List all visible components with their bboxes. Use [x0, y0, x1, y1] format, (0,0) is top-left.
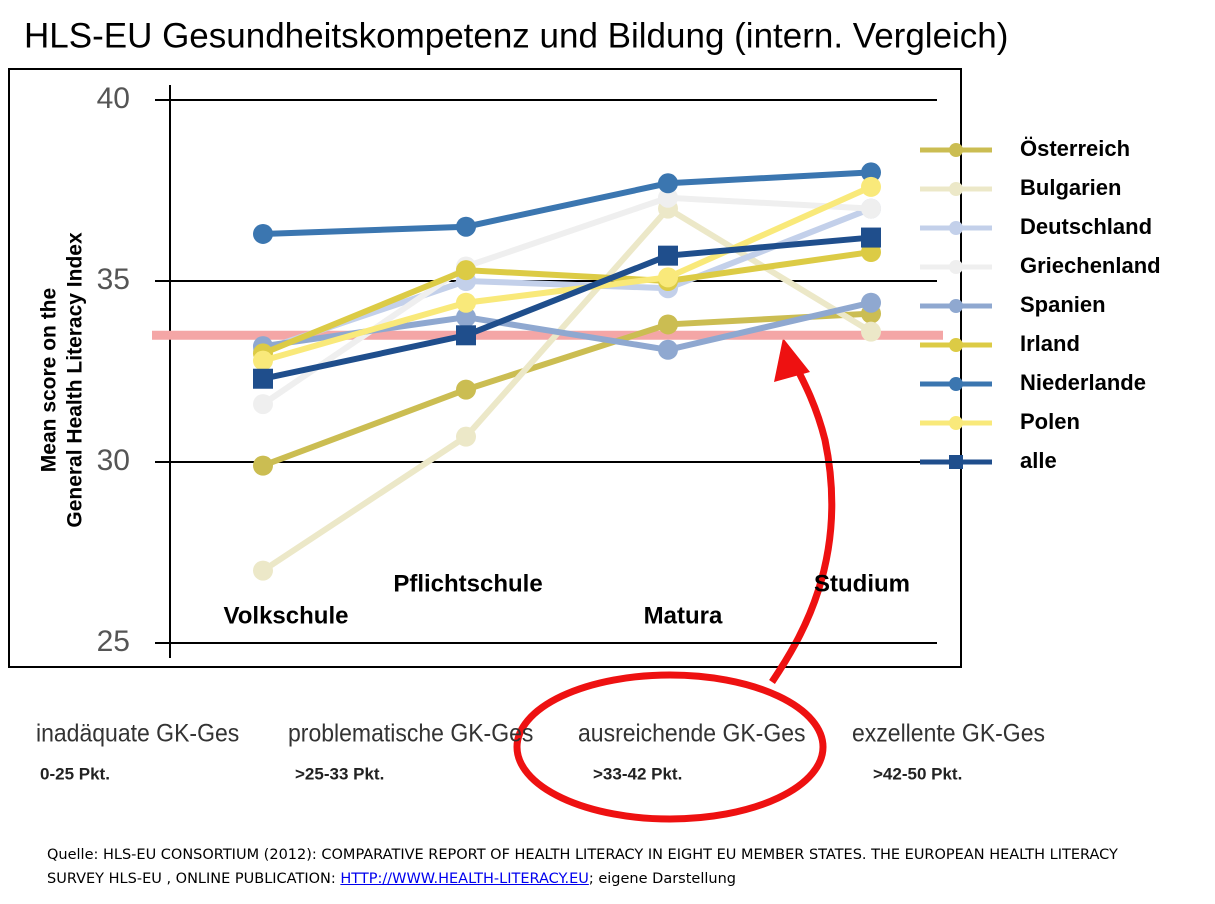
marker — [253, 455, 273, 476]
marker — [658, 267, 678, 288]
marker — [456, 260, 476, 281]
highlight-arrow — [769, 353, 836, 684]
band-name: exzellente GK-Ges — [852, 720, 1045, 748]
legend-label: Österreich — [1020, 136, 1130, 161]
chart: HLS-EU Gesundheitskompetenz und Bildung … — [8, 16, 1161, 823]
x-category-label: Studium — [814, 570, 910, 597]
marker — [949, 377, 963, 391]
marker — [658, 245, 678, 266]
y-tick-label: 35 — [97, 263, 130, 296]
highlight-ellipse — [513, 671, 827, 823]
marker — [253, 394, 273, 415]
legend-label: Polen — [1020, 409, 1080, 434]
band-name: ausreichende GK-Ges — [578, 720, 806, 748]
band-name: inadäquate GK-Ges — [36, 720, 239, 748]
marker — [949, 260, 963, 274]
marker — [658, 187, 678, 208]
y-tick-label: 40 — [97, 82, 130, 115]
series-line — [262, 169, 872, 237]
legend-label: Niederlande — [1020, 370, 1146, 395]
legend-label: alle — [1020, 448, 1057, 473]
marker — [861, 321, 881, 342]
legend-label: Griechenland — [1020, 253, 1161, 278]
band-name: problematische GK-Ges — [288, 720, 533, 748]
marker — [949, 221, 963, 235]
marker — [861, 176, 881, 197]
marker — [253, 350, 273, 371]
series-line — [261, 194, 872, 407]
legend-label: Spanien — [1020, 292, 1106, 317]
source-suffix: ; eigene Darstellung — [588, 871, 736, 887]
band-range: >25-33 Pkt. — [295, 764, 384, 783]
y-tick-label: 30 — [97, 444, 130, 477]
marker — [949, 182, 963, 196]
x-category-label: Matura — [644, 602, 723, 629]
source-text: Quelle: HLS-EU CONSORTIUM (2012): COMPAR… — [47, 847, 1118, 887]
marker — [949, 416, 963, 430]
y-tick-label: 25 — [97, 625, 130, 658]
marker — [253, 368, 273, 389]
marker — [658, 314, 678, 335]
marker — [949, 338, 963, 352]
marker — [456, 325, 476, 346]
marker — [949, 299, 963, 313]
series-line — [262, 184, 873, 364]
marker — [456, 292, 476, 313]
marker — [456, 307, 476, 328]
marker — [861, 227, 881, 248]
legend-label: Irland — [1020, 331, 1080, 356]
series-line — [261, 249, 872, 357]
marker — [253, 560, 273, 581]
band-range: >33-42 Pkt. — [593, 764, 682, 783]
series-line — [261, 310, 872, 469]
chart-frame — [8, 68, 962, 668]
series-line — [262, 234, 872, 382]
legend-label: Deutschland — [1020, 214, 1152, 239]
x-category-label: Pflichtschule — [393, 570, 542, 597]
marker — [456, 216, 476, 237]
legend-label: Bulgarien — [1020, 175, 1121, 200]
source: Quelle: HLS-EU CONSORTIUM (2012): COMPAR… — [47, 843, 1137, 891]
arrow-head — [774, 338, 810, 382]
y-axis-label: Mean score on the — [38, 288, 61, 472]
series-line — [261, 204, 873, 574]
x-category-label: Volkschule — [224, 602, 349, 629]
marker — [949, 455, 963, 469]
marker — [949, 143, 963, 157]
marker — [456, 379, 476, 400]
source-link[interactable]: HTTP://WWW.HEALTH-LITERACY.EU — [340, 871, 589, 887]
marker — [253, 223, 273, 244]
chart-title: HLS-EU Gesundheitskompetenz und Bildung … — [24, 16, 1008, 55]
marker — [658, 173, 678, 194]
marker — [861, 198, 881, 219]
y-axis-label: General Health Literacy Index — [64, 232, 87, 528]
marker — [658, 339, 678, 360]
marker — [861, 292, 881, 313]
marker — [861, 162, 881, 183]
band-range: 0-25 Pkt. — [40, 764, 110, 783]
marker — [456, 426, 476, 447]
band-range: >42-50 Pkt. — [873, 764, 962, 783]
